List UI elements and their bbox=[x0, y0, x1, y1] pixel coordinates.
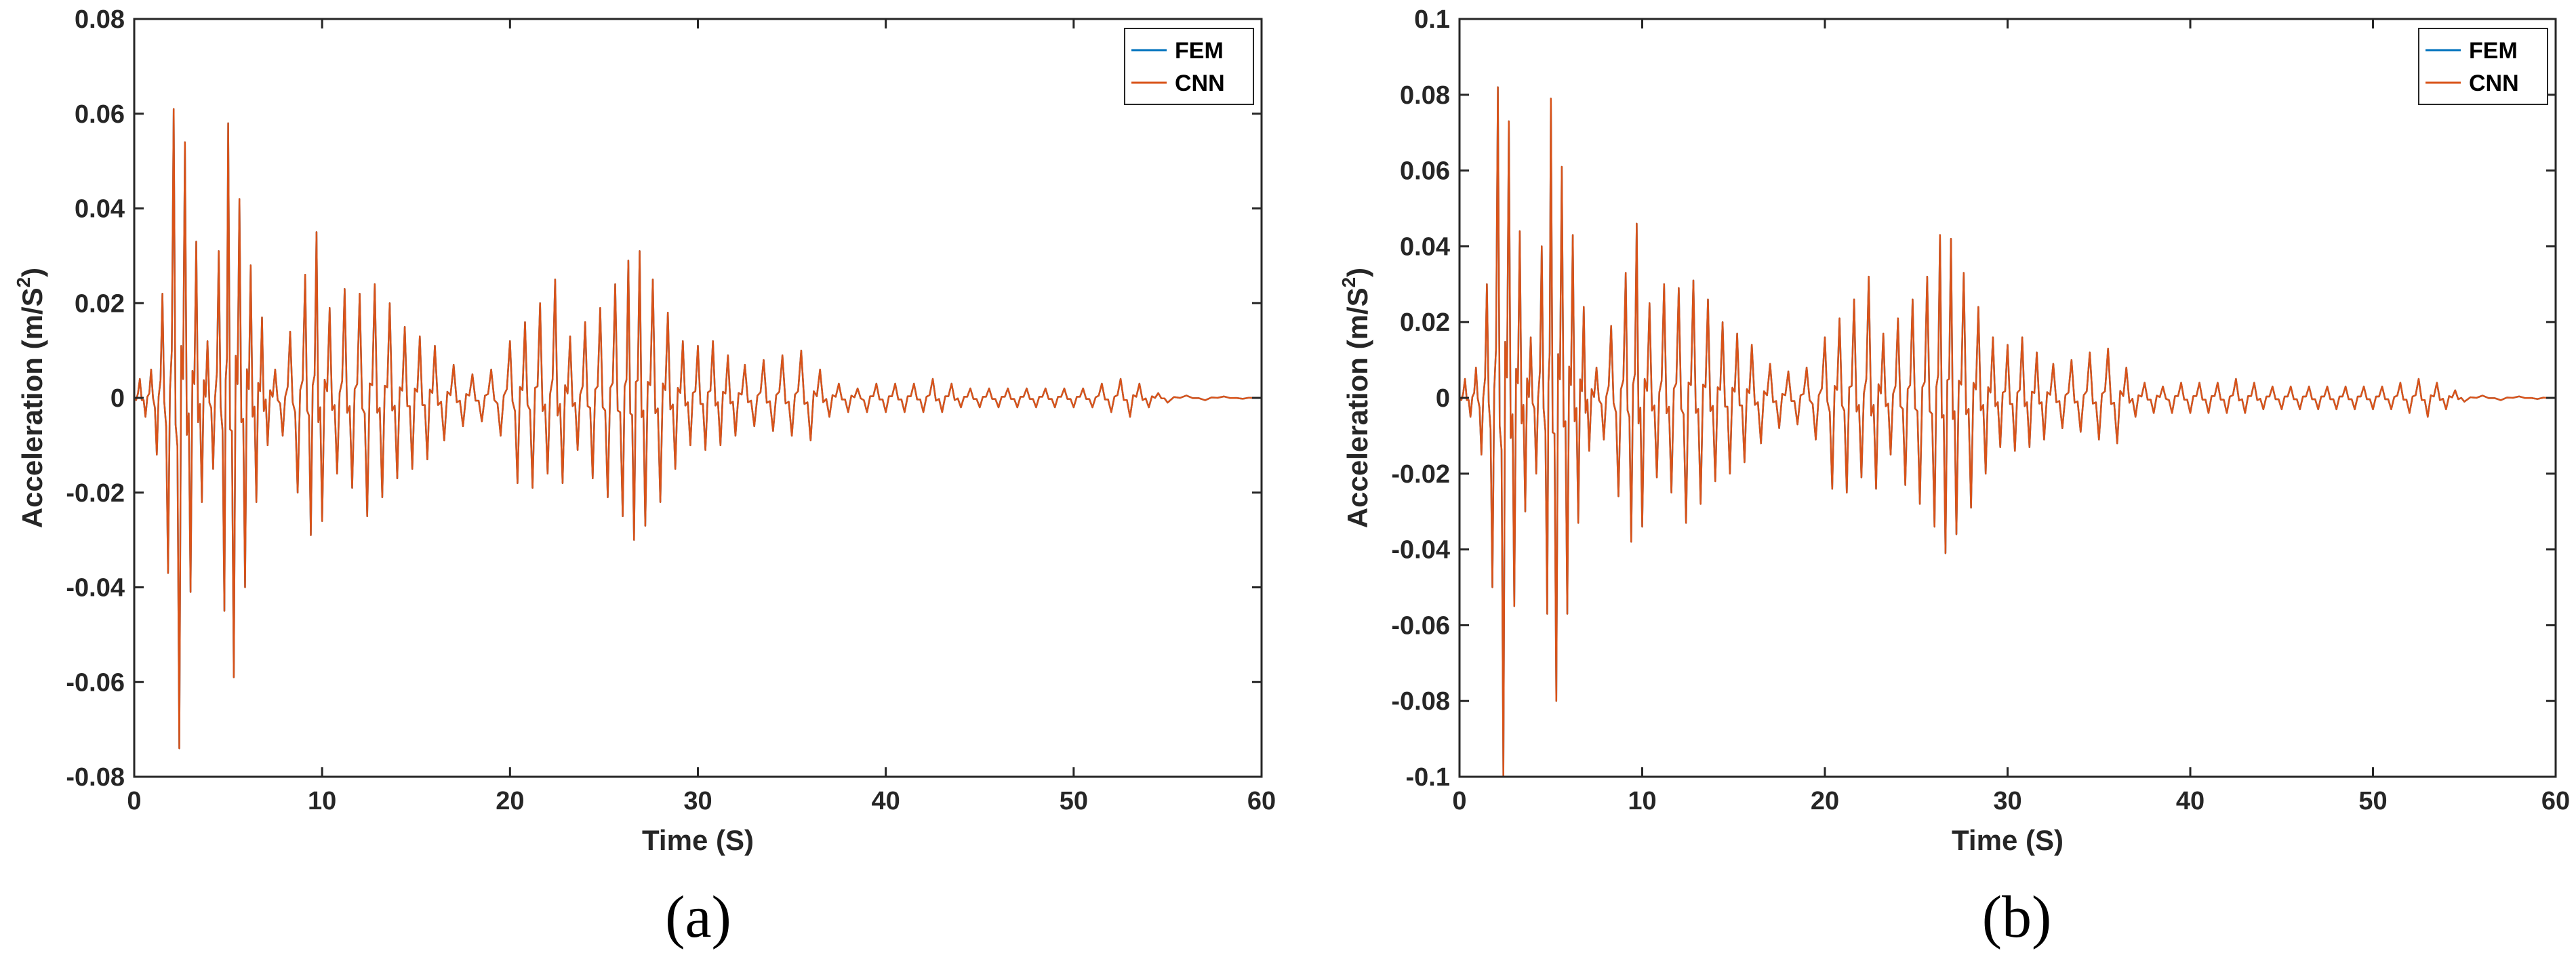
series-line-cnn bbox=[1459, 86, 2556, 778]
x-tick-label: 20 bbox=[496, 787, 524, 815]
y-tick-label: -0.1 bbox=[1406, 763, 1450, 792]
y-tick-label: 0.02 bbox=[75, 289, 125, 318]
x-tick-label: 60 bbox=[2541, 787, 2570, 815]
x-tick-label: 10 bbox=[1628, 787, 1656, 815]
legend-box bbox=[1124, 28, 1254, 105]
x-tick-label: 0 bbox=[127, 787, 141, 815]
trace-group bbox=[134, 108, 1262, 750]
legend-label-cnn: CNN bbox=[2469, 70, 2519, 96]
legend-label-cnn: CNN bbox=[1175, 70, 1225, 96]
trace-group bbox=[1459, 86, 2556, 778]
y-tick-label: -0.08 bbox=[1391, 687, 1450, 716]
chart-b: 0 10 20 30 40 50 60 -0.1 -0.08 -0.06 -0.04 -0.02 0 0.… bbox=[1338, 5, 2570, 856]
legend-label-fem: FEM bbox=[1175, 38, 1224, 64]
y-axis-label: Acceleration (m/S2) bbox=[1338, 268, 1373, 528]
x-tick-label: 0 bbox=[1452, 787, 1466, 815]
x-tick-label: 20 bbox=[1811, 787, 1839, 815]
legend-label-fem: FEM bbox=[2469, 38, 2518, 64]
y-tick-label: 0 bbox=[110, 384, 125, 413]
x-tick-label: 30 bbox=[1993, 787, 2021, 815]
tick-group: 0 10 20 30 40 50 60 -0.08 -0.06 -0.04 -0.02 0 0.02 0.… bbox=[66, 5, 1276, 815]
panel-label-a: (a) bbox=[665, 885, 731, 950]
chart-a: 0 10 20 30 40 50 60 -0.08 -0.06 -0.04 -0.02 0 0.02 0.… bbox=[13, 5, 1276, 856]
y-tick-label: 0.04 bbox=[75, 195, 125, 224]
y-tick-label: -0.04 bbox=[1391, 536, 1450, 565]
y-tick-label: 0.06 bbox=[75, 100, 125, 129]
legend: FEM CNN bbox=[1124, 28, 1254, 105]
x-tick-label: 40 bbox=[872, 787, 900, 815]
x-tick-label: 30 bbox=[683, 787, 712, 815]
tick-group: 0 10 20 30 40 50 60 -0.1 -0.08 -0.06 -0.04 -0.02 0 0.… bbox=[1391, 5, 2570, 815]
y-tick-label: 0.02 bbox=[1400, 308, 1450, 337]
x-tick-label: 50 bbox=[1060, 787, 1088, 815]
y-tick-label: 0.08 bbox=[1400, 81, 1450, 110]
x-tick-label: 10 bbox=[308, 787, 336, 815]
y-tick-label: 0 bbox=[1436, 384, 1450, 413]
y-tick-label: -0.08 bbox=[66, 763, 125, 792]
y-tick-label: 0.04 bbox=[1400, 232, 1450, 261]
legend-box bbox=[2418, 28, 2548, 105]
y-tick-label: -0.04 bbox=[66, 574, 125, 603]
y-tick-label: -0.02 bbox=[1391, 460, 1450, 489]
y-tick-label: 0.08 bbox=[75, 5, 125, 34]
series-line-cnn bbox=[134, 108, 1262, 750]
y-axis-label: Acceleration (m/S2) bbox=[13, 268, 48, 528]
y-tick-label: -0.06 bbox=[66, 668, 125, 697]
y-tick-label: -0.02 bbox=[66, 479, 125, 508]
x-axis-label: Time (S) bbox=[1952, 824, 2064, 856]
y-tick-label: 0.1 bbox=[1414, 5, 1450, 34]
x-tick-label: 50 bbox=[2358, 787, 2387, 815]
x-axis-label: Time (S) bbox=[642, 824, 754, 856]
y-tick-label: -0.06 bbox=[1391, 611, 1450, 640]
x-tick-label: 60 bbox=[1247, 787, 1276, 815]
x-tick-label: 40 bbox=[2176, 787, 2205, 815]
legend: FEM CNN bbox=[2418, 28, 2548, 105]
y-tick-label: 0.06 bbox=[1400, 157, 1450, 186]
panel-label-b: (b) bbox=[1982, 885, 2052, 950]
